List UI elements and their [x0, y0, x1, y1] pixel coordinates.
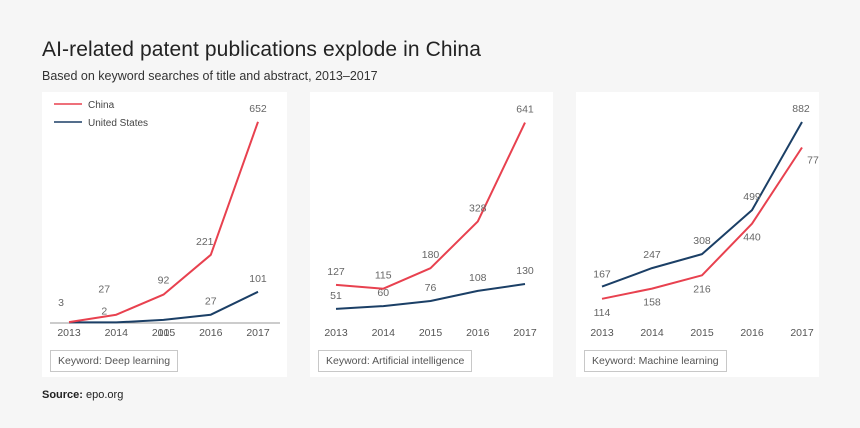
data-label-china: 3	[58, 297, 64, 309]
x-tick-label: 2014	[372, 327, 396, 339]
x-tick-label: 2017	[246, 327, 270, 339]
source-label: Source:	[42, 389, 83, 401]
x-tick-label: 2017	[790, 327, 814, 339]
chart-title: AI-related patent publications explode i…	[42, 38, 481, 61]
data-label-us: 2	[101, 305, 107, 317]
data-label-china: 92	[158, 275, 170, 287]
data-label-china: 221	[196, 236, 214, 248]
keyword-label: Keyword: Machine learning	[584, 350, 727, 372]
data-label-us: 51	[330, 290, 342, 302]
keyword-label: Keyword: Artificial intelligence	[318, 350, 473, 372]
x-tick-label: 2017	[513, 327, 537, 339]
source-value: epo.org	[82, 389, 124, 401]
series-line-china	[601, 146, 803, 300]
x-tick-label: 2015	[690, 327, 714, 339]
x-tick-label: 2014	[105, 327, 129, 339]
chart-machine-learning: 2013 2014 2015 2016 2017 167 247 308 499 882 114 15…	[590, 103, 819, 339]
data-label-china: 77	[807, 155, 819, 167]
x-tick-label: 2016	[466, 327, 490, 339]
x-tick-label: 2013	[590, 327, 614, 339]
data-label-china: 27	[98, 284, 110, 296]
data-label-us: 60	[377, 287, 389, 299]
series-line-us	[69, 290, 259, 324]
x-tick-label: 2015	[419, 327, 443, 339]
data-label-china: 115	[375, 270, 392, 282]
x-tick-label: 2015	[152, 327, 176, 339]
series-line-us	[335, 283, 526, 310]
data-label-china: 440	[743, 232, 761, 244]
data-label-china: 328	[469, 202, 487, 214]
x-tick-label: 2016	[199, 327, 223, 339]
data-label-us: 27	[205, 296, 217, 308]
data-label-china: 652	[249, 103, 267, 115]
chart-subtitle: Based on keyword searches of title and a…	[42, 69, 378, 83]
data-label-us: 130	[516, 265, 534, 277]
data-label-us: 499	[743, 191, 761, 203]
x-tick-label: 2016	[740, 327, 764, 339]
data-label-us: 101	[249, 273, 267, 285]
panel-artificial-intelligence: 2013 2014 2015 2016 2017 51 60 76 108 130 127 115 18…	[310, 92, 553, 377]
data-label-us: 308	[693, 235, 711, 247]
x-tick-label: 2014	[640, 327, 664, 339]
data-label-china: 127	[327, 266, 345, 278]
legend-china-label: China	[88, 100, 115, 111]
data-label-us: 10	[158, 327, 170, 339]
data-label-us: 247	[643, 249, 661, 261]
panel-machine-learning: 2013 2014 2015 2016 2017 167 247 308 499 882 114 15…	[576, 92, 819, 377]
data-label-china: 158	[643, 297, 661, 309]
data-label-us: 76	[425, 282, 437, 294]
data-label-us: 108	[469, 272, 487, 284]
data-label-us: 167	[593, 269, 611, 281]
series-line-china	[335, 122, 526, 290]
keyword-label: Keyword: Deep learning	[50, 350, 179, 372]
source-note: Source: epo.org	[42, 389, 123, 401]
legend-us-label: United States	[88, 118, 148, 129]
data-label-china: 216	[693, 283, 711, 295]
x-tick-label: 2013	[57, 327, 81, 339]
data-label-china: 180	[422, 249, 440, 261]
data-label-us: 882	[792, 103, 810, 115]
data-label-china: 114	[594, 307, 611, 319]
panel-deep-learning: China United States 2013 2014 2015 2016 2017…	[42, 92, 287, 377]
series-line-china	[68, 121, 259, 324]
x-tick-label: 2013	[324, 327, 348, 339]
chart-artificial-intelligence: 2013 2014 2015 2016 2017 51 60 76 108 130 127 115 18…	[324, 104, 537, 339]
series-line-us	[601, 121, 803, 288]
chart-deep-learning: China United States 2013 2014 2015 2016 2017…	[50, 100, 280, 339]
data-label-china: 641	[516, 104, 534, 116]
